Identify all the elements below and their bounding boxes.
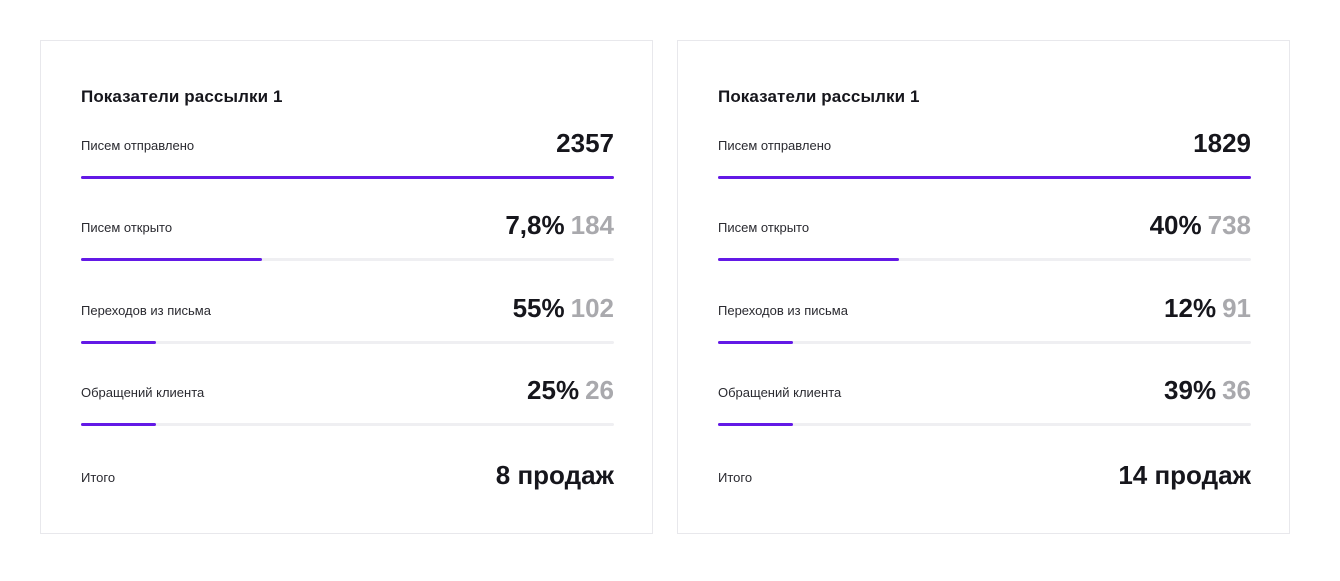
metric-primary-value: 1829 (1193, 128, 1251, 158)
metric-value: 39% 36 (1164, 375, 1251, 406)
total-row: Итого 14 продаж (718, 459, 1251, 495)
metric-secondary-value: 102 (570, 293, 614, 323)
mailing-stats-card: Показатели рассылки 1 Писем отправлено 1… (677, 40, 1290, 534)
metric-clicks: Переходов из письма 55% 102 (81, 293, 614, 344)
mailing-stats-card: Показатели рассылки 1 Писем отправлено 2… (40, 40, 653, 534)
progress-track (718, 423, 1251, 426)
progress-fill (81, 341, 156, 344)
metric-sent: Писем отправлено 1829 (718, 128, 1251, 179)
progress-fill (718, 341, 793, 344)
progress-track (718, 258, 1251, 261)
progress-track (81, 341, 614, 344)
metric-label: Обращений клиента (718, 385, 842, 400)
progress-track (81, 423, 614, 426)
progress-fill (718, 176, 1251, 179)
metric-sent: Писем отправлено 2357 (81, 128, 614, 179)
metric-value: 40% 738 (1150, 210, 1251, 241)
total-value: 8 продаж (495, 460, 614, 490)
metric-secondary-value: 26 (585, 375, 614, 405)
metric-label: Переходов из письма (81, 303, 211, 318)
metric-secondary-value: 91 (1222, 293, 1251, 323)
metric-primary-value: 7,8% (505, 210, 565, 240)
progress-track (718, 176, 1251, 179)
total-label: Итого (81, 470, 116, 485)
progress-track (81, 176, 614, 179)
total-row: Итого 8 продаж (81, 459, 614, 495)
metric-label: Писем отправлено (81, 138, 195, 153)
metric-label: Писем открыто (718, 220, 810, 235)
metric-secondary-value: 184 (570, 210, 614, 240)
progress-fill (81, 423, 156, 426)
total-label: Итого (718, 470, 753, 485)
progress-fill (718, 258, 900, 261)
progress-fill (81, 176, 614, 179)
card-title: Показатели рассылки 1 (81, 87, 283, 106)
metric-value: 55% 102 (513, 293, 614, 324)
metric-value: 12% 91 (1164, 293, 1251, 324)
metric-label: Писем отправлено (718, 138, 832, 153)
card-title: Показатели рассылки 1 (718, 87, 920, 106)
progress-fill (718, 423, 793, 426)
metric-label: Писем открыто (81, 220, 173, 235)
progress-track (718, 341, 1251, 344)
metric-label: Обращений клиента (81, 385, 205, 400)
metric-client-requests: Обращений клиента 39% 36 (718, 375, 1251, 426)
metric-client-requests: Обращений клиента 25% 26 (81, 375, 614, 426)
metric-secondary-value: 36 (1222, 375, 1251, 405)
metric-primary-value: 12% (1164, 293, 1217, 323)
metric-opened: Писем открыто 7,8% 184 (81, 210, 614, 261)
metric-label: Переходов из письма (718, 303, 848, 318)
metric-value: 25% 26 (527, 375, 614, 406)
metric-value: 7,8% 184 (505, 210, 614, 241)
metric-secondary-value: 738 (1207, 210, 1251, 240)
metric-primary-value: 40% (1149, 210, 1202, 240)
metric-primary-value: 39% (1164, 375, 1217, 405)
total-value: 14 продаж (1118, 460, 1251, 490)
metric-primary-value: 2357 (556, 128, 614, 158)
metric-primary-value: 55% (512, 293, 565, 323)
metric-value: 1829 (1193, 128, 1251, 159)
metric-primary-value: 25% (527, 375, 580, 405)
progress-fill (81, 258, 263, 261)
progress-track (81, 258, 614, 261)
metric-opened: Писем открыто 40% 738 (718, 210, 1251, 261)
metric-clicks: Переходов из письма 12% 91 (718, 293, 1251, 344)
metric-value: 2357 (556, 128, 614, 159)
